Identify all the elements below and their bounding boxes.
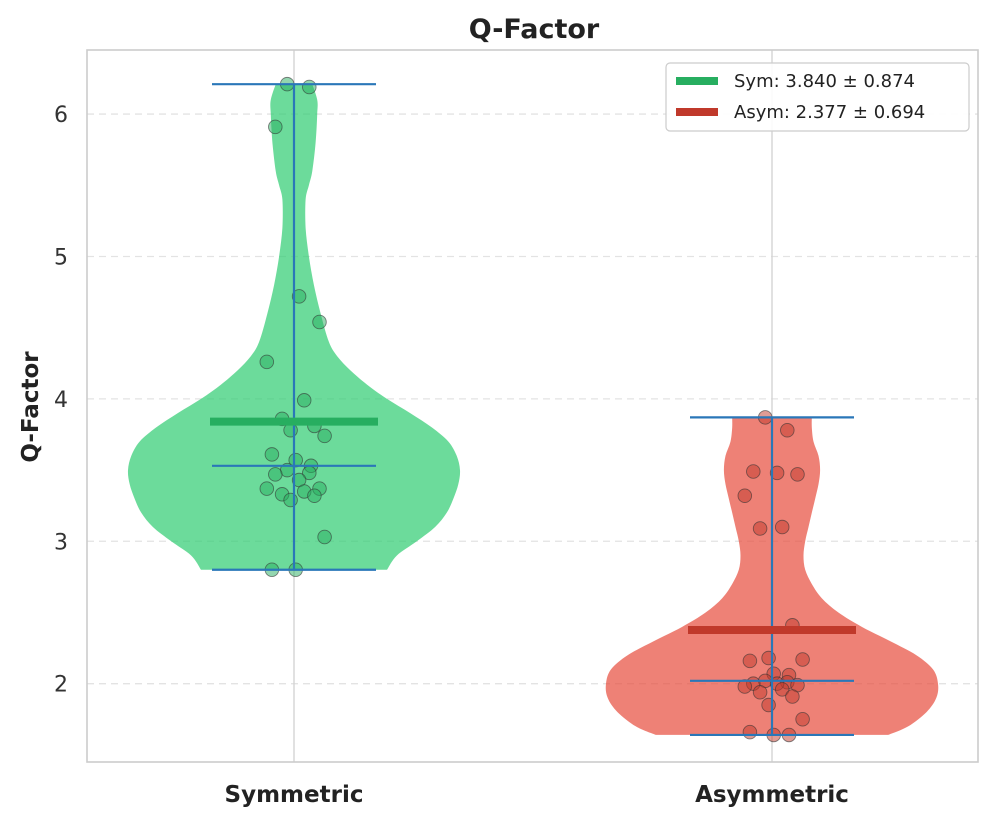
data-point xyxy=(785,689,800,704)
data-point xyxy=(774,519,790,535)
chart-title: Q-Factor xyxy=(469,14,600,45)
data-point xyxy=(742,653,758,669)
y-tick-label: 5 xyxy=(54,245,68,270)
data-point xyxy=(288,452,303,468)
data-point xyxy=(312,314,327,330)
data-point xyxy=(291,289,307,304)
x-tick-label: Asymmetric xyxy=(695,782,849,808)
violin-layer xyxy=(127,84,939,735)
y-axis-label: Q-Factor xyxy=(18,351,44,463)
legend-label-asym: Asym: 2.377 ± 0.694 xyxy=(734,102,925,123)
data-point xyxy=(790,467,805,482)
data-point xyxy=(268,119,283,135)
data-point xyxy=(259,354,275,370)
legend-frame xyxy=(665,62,970,132)
data-point xyxy=(742,724,758,740)
data-point xyxy=(296,393,312,408)
data-point xyxy=(259,481,275,496)
stats-layer xyxy=(210,83,856,737)
legend-label-sym: Sym: 3.840 ± 0.874 xyxy=(734,71,915,92)
legend: Sym: 3.840 ± 0.874 Asym: 2.377 ± 0.694 xyxy=(665,62,970,132)
data-point xyxy=(780,422,795,438)
y-tick-label: 2 xyxy=(54,673,68,698)
y-tick-label: 3 xyxy=(54,530,68,555)
data-point xyxy=(283,492,298,508)
data-point xyxy=(761,650,776,666)
y-tick-label: 4 xyxy=(54,388,68,413)
data-point xyxy=(307,488,322,503)
data-point xyxy=(795,712,810,727)
data-point xyxy=(264,447,280,462)
data-point xyxy=(317,529,332,545)
data-point xyxy=(761,697,776,713)
data-point xyxy=(746,464,761,479)
data-point xyxy=(752,684,768,700)
data-point xyxy=(317,428,332,444)
data-point xyxy=(302,79,317,95)
data-point xyxy=(737,488,753,503)
points-layer xyxy=(259,76,810,743)
tick-layer: 2 3 4 5 6 Symmetric Asymmetric xyxy=(54,103,849,808)
x-tick-label: Symmetric xyxy=(225,782,364,808)
y-tick-label: 6 xyxy=(54,103,68,128)
data-point xyxy=(774,682,790,697)
data-point xyxy=(268,467,283,482)
plot-frame xyxy=(86,49,979,763)
data-point xyxy=(769,465,785,481)
data-point xyxy=(752,521,768,536)
data-point xyxy=(737,679,753,694)
data-point xyxy=(795,652,810,667)
